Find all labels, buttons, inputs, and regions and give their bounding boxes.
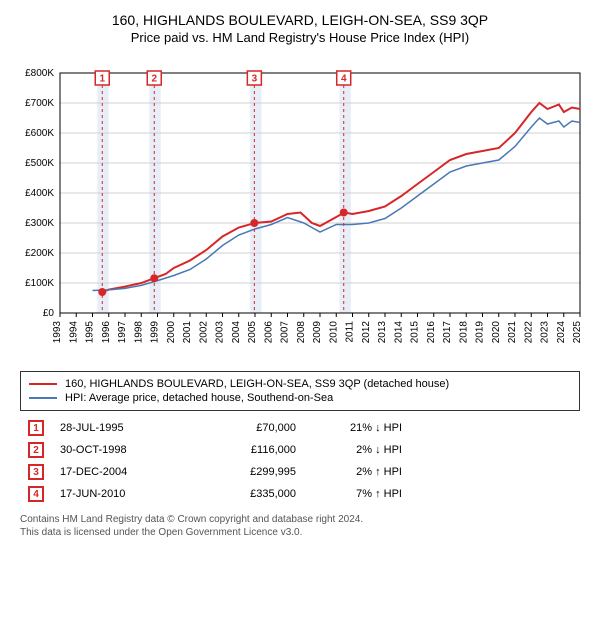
svg-text:1997: 1997 xyxy=(117,321,128,344)
chart-svg: £0 £100K £200K £300K £400K £500K £600K £700K £80… xyxy=(10,53,590,363)
svg-text:1996: 1996 xyxy=(101,321,112,344)
legend-swatch xyxy=(29,397,57,399)
sale-price: £116,000 xyxy=(196,444,296,456)
svg-text:2017: 2017 xyxy=(442,321,453,344)
svg-text:£300K: £300K xyxy=(25,218,54,229)
svg-text:2015: 2015 xyxy=(410,321,421,344)
table-row: 3 17-DEC-2004 £299,995 2% ↑ HPI xyxy=(20,461,580,483)
page-title: 160, HIGHLANDS BOULEVARD, LEIGH-ON-SEA, … xyxy=(10,12,590,28)
chart-legend: 160, HIGHLANDS BOULEVARD, LEIGH-ON-SEA, … xyxy=(20,371,580,411)
svg-text:£800K: £800K xyxy=(25,68,54,79)
svg-text:£200K: £200K xyxy=(25,248,54,259)
sale-hpi-delta: 21% ↓ HPI xyxy=(312,422,402,434)
sale-date: 30-OCT-1998 xyxy=(60,444,180,456)
svg-text:1993: 1993 xyxy=(52,321,63,344)
svg-text:2016: 2016 xyxy=(426,321,437,344)
legend-swatch xyxy=(29,383,57,385)
sale-marker-badge: 4 xyxy=(28,486,44,502)
svg-text:2004: 2004 xyxy=(231,321,242,344)
svg-text:2002: 2002 xyxy=(198,321,209,344)
svg-text:2023: 2023 xyxy=(540,321,551,344)
svg-text:2012: 2012 xyxy=(361,321,372,344)
sale-marker-badge: 1 xyxy=(28,420,44,436)
copyright-notice: Contains HM Land Registry data © Crown c… xyxy=(20,513,580,539)
svg-text:2013: 2013 xyxy=(377,321,388,344)
svg-text:2001: 2001 xyxy=(182,321,193,344)
svg-text:4: 4 xyxy=(341,74,347,85)
svg-text:2000: 2000 xyxy=(166,321,177,344)
svg-text:£600K: £600K xyxy=(25,128,54,139)
legend-item: 160, HIGHLANDS BOULEVARD, LEIGH-ON-SEA, … xyxy=(29,378,571,390)
sale-marker-badge: 3 xyxy=(28,464,44,480)
page-subtitle: Price paid vs. HM Land Registry's House … xyxy=(10,30,590,45)
svg-text:£700K: £700K xyxy=(25,98,54,109)
svg-text:1995: 1995 xyxy=(85,321,96,344)
svg-text:2020: 2020 xyxy=(491,321,502,344)
svg-text:2011: 2011 xyxy=(345,321,356,343)
svg-text:£500K: £500K xyxy=(25,158,54,169)
svg-text:2009: 2009 xyxy=(312,321,323,344)
table-row: 2 30-OCT-1998 £116,000 2% ↓ HPI xyxy=(20,439,580,461)
svg-text:2005: 2005 xyxy=(247,321,258,344)
sale-hpi-delta: 2% ↓ HPI xyxy=(312,444,402,456)
legend-item: HPI: Average price, detached house, Sout… xyxy=(29,392,571,404)
svg-text:2014: 2014 xyxy=(393,321,404,344)
sale-price: £70,000 xyxy=(196,422,296,434)
svg-text:2021: 2021 xyxy=(507,321,518,344)
sale-hpi-delta: 7% ↑ HPI xyxy=(312,488,402,500)
table-row: 1 28-JUL-1995 £70,000 21% ↓ HPI xyxy=(20,417,580,439)
sale-price: £335,000 xyxy=(196,488,296,500)
table-row: 4 17-JUN-2010 £335,000 7% ↑ HPI xyxy=(20,483,580,505)
svg-text:2003: 2003 xyxy=(215,321,226,344)
legend-label: HPI: Average price, detached house, Sout… xyxy=(65,392,333,404)
svg-text:1: 1 xyxy=(99,74,105,85)
svg-text:2019: 2019 xyxy=(475,321,486,344)
svg-text:3: 3 xyxy=(252,74,258,85)
svg-text:2010: 2010 xyxy=(328,321,339,344)
svg-text:£400K: £400K xyxy=(25,188,54,199)
sale-hpi-delta: 2% ↑ HPI xyxy=(312,466,402,478)
sales-table: 1 28-JUL-1995 £70,000 21% ↓ HPI 2 30-OCT-1998… xyxy=(20,417,580,505)
svg-text:2006: 2006 xyxy=(263,321,274,344)
sale-date: 17-JUN-2010 xyxy=(60,488,180,500)
svg-text:2007: 2007 xyxy=(280,321,291,344)
svg-text:2025: 2025 xyxy=(572,321,583,344)
svg-text:1998: 1998 xyxy=(133,321,144,344)
svg-text:2022: 2022 xyxy=(523,321,534,344)
svg-text:1999: 1999 xyxy=(150,321,161,344)
svg-text:2024: 2024 xyxy=(556,321,567,344)
price-chart: £0 £100K £200K £300K £400K £500K £600K £700K £80… xyxy=(10,53,590,363)
legend-label: 160, HIGHLANDS BOULEVARD, LEIGH-ON-SEA, … xyxy=(65,378,449,390)
svg-text:2: 2 xyxy=(151,74,157,85)
svg-text:£0: £0 xyxy=(43,308,55,319)
copyright-line: This data is licensed under the Open Gov… xyxy=(20,526,580,539)
copyright-line: Contains HM Land Registry data © Crown c… xyxy=(20,513,580,526)
sale-marker-badge: 2 xyxy=(28,442,44,458)
svg-text:2018: 2018 xyxy=(458,321,469,344)
sale-date: 17-DEC-2004 xyxy=(60,466,180,478)
svg-text:2008: 2008 xyxy=(296,321,307,344)
sale-date: 28-JUL-1995 xyxy=(60,422,180,434)
svg-text:1994: 1994 xyxy=(68,321,79,344)
sale-price: £299,995 xyxy=(196,466,296,478)
svg-text:£100K: £100K xyxy=(25,278,54,289)
